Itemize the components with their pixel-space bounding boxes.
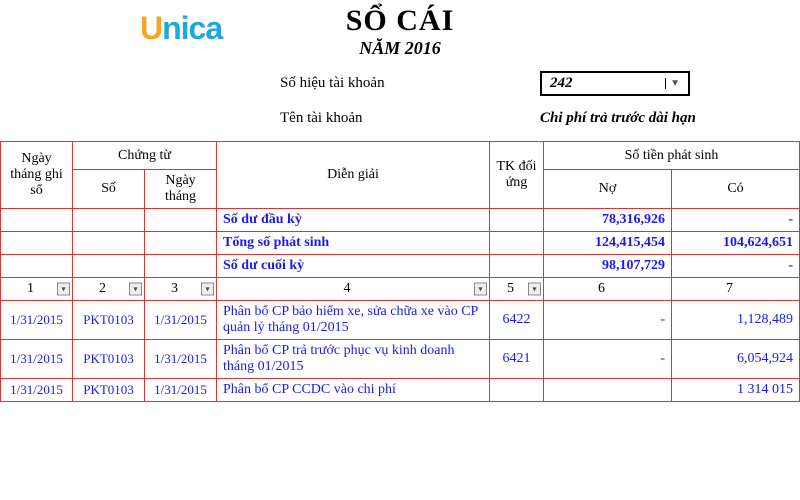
summary-debit: 124,415,454: [543, 232, 671, 255]
summary-credit: -: [671, 255, 799, 278]
col-description-header: Diễn giải: [217, 142, 490, 209]
chevron-down-icon: ▾: [57, 283, 70, 296]
cell-debit: -: [543, 301, 671, 340]
account-name-value: Chi phí trả trước dài hạn: [540, 110, 696, 127]
ledger-table: Ngày tháng ghi sổ Chứng từ Diễn giải TK …: [0, 141, 800, 402]
account-number-row: Số hiệu tài khoản 242 ▼: [280, 71, 800, 96]
account-header: Số hiệu tài khoản 242 ▼ Tên tài khoản Ch…: [280, 71, 800, 127]
summary-label: Số dư đầu kỳ: [217, 209, 490, 232]
colnum-cell[interactable]: 7: [671, 278, 799, 301]
cell-voucher-date: 1/31/2015: [145, 340, 217, 379]
table-header: Ngày tháng ghi sổ Chứng từ Diễn giải TK …: [1, 142, 800, 209]
logo-letter: c: [189, 10, 206, 46]
col-credit-header: Có: [671, 170, 799, 209]
cell-voucher-date: 1/31/2015: [145, 379, 217, 402]
col-debit-header: Nợ: [543, 170, 671, 209]
summary-label: Số dư cuối kỳ: [217, 255, 490, 278]
cell-credit: 1 314 015: [671, 379, 799, 402]
chevron-down-icon: ▾: [474, 283, 487, 296]
col-voucher-no-header: Số: [73, 170, 145, 209]
column-number-row: 1▾ 2▾ 3▾ 4▾ 5▾ 6 7: [1, 278, 800, 301]
account-name-label: Tên tài khoản: [280, 110, 540, 127]
summary-debit: 78,316,926: [543, 209, 671, 232]
table-body: Số dư đầu kỳ 78,316,926 - Tổng số phát s…: [1, 209, 800, 402]
summary-row: Số dư cuối kỳ 98,107,729 -: [1, 255, 800, 278]
col-date-header: Ngày tháng ghi sổ: [1, 142, 73, 209]
summary-credit: 104,624,651: [671, 232, 799, 255]
cell-description: Phân bổ CP bảo hiểm xe, sửa chữa xe vào …: [217, 301, 490, 340]
logo-letter: a: [205, 10, 222, 46]
summary-label: Tổng số phát sinh: [217, 232, 490, 255]
chevron-down-icon: ▼: [665, 78, 680, 89]
chevron-down-icon: ▾: [201, 283, 214, 296]
cell-credit: 1,128,489: [671, 301, 799, 340]
cell-debit: -: [543, 340, 671, 379]
summary-row: Tổng số phát sinh 124,415,454 104,624,65…: [1, 232, 800, 255]
cell-credit: 6,054,924: [671, 340, 799, 379]
account-number-value: 242: [550, 75, 573, 92]
page-title: SỔ CÁI: [0, 4, 800, 38]
cell-voucher-date: 1/31/2015: [145, 301, 217, 340]
logo-letter: U: [140, 10, 162, 46]
logo-letter: i: [181, 10, 189, 46]
colnum-cell[interactable]: 1▾: [1, 278, 73, 301]
cell-description: Phân bổ CP CCDC vào chi phí: [217, 379, 490, 402]
account-number-label: Số hiệu tài khoản: [280, 75, 540, 92]
colnum-cell[interactable]: 3▾: [145, 278, 217, 301]
page-subtitle: NĂM 2016: [0, 38, 800, 59]
col-voucher-date-header: Ngày tháng: [145, 170, 217, 209]
colnum-cell[interactable]: 4▾: [217, 278, 490, 301]
col-amount-group-header: Số tiền phát sinh: [543, 142, 799, 170]
ledger-page: Unica SỔ CÁI NĂM 2016 Số hiệu tài khoản …: [0, 0, 800, 500]
table-row: 1/31/2015 PKT0103 1/31/2015 Phân bổ CP b…: [1, 301, 800, 340]
cell-corr-account: 6422: [489, 301, 543, 340]
summary-credit: -: [671, 209, 799, 232]
summary-debit: 98,107,729: [543, 255, 671, 278]
colnum-cell[interactable]: 5▾: [489, 278, 543, 301]
cell-voucher-no: PKT0103: [73, 301, 145, 340]
colnum-cell[interactable]: 2▾: [73, 278, 145, 301]
logo-letter: n: [162, 10, 181, 46]
title-block: SỔ CÁI NĂM 2016: [0, 0, 800, 59]
chevron-down-icon: ▾: [129, 283, 142, 296]
cell-voucher-no: PKT0103: [73, 340, 145, 379]
cell-date: 1/31/2015: [1, 340, 73, 379]
table-row: 1/31/2015 PKT0103 1/31/2015 Phân bổ CP t…: [1, 340, 800, 379]
col-voucher-group-header: Chứng từ: [73, 142, 217, 170]
col-corr-account-header: TK đối ứng: [489, 142, 543, 209]
cell-debit: [543, 379, 671, 402]
table-row: 1/31/2015 PKT0103 1/31/2015 Phân bổ CP C…: [1, 379, 800, 402]
account-number-select[interactable]: 242 ▼: [540, 71, 690, 96]
cell-corr-account: 6421: [489, 340, 543, 379]
account-name-row: Tên tài khoản Chi phí trả trước dài hạn: [280, 110, 800, 127]
cell-corr-account: [489, 379, 543, 402]
summary-row: Số dư đầu kỳ 78,316,926 -: [1, 209, 800, 232]
brand-logo: Unica: [140, 10, 222, 47]
colnum-cell[interactable]: 6: [543, 278, 671, 301]
chevron-down-icon: ▾: [528, 283, 541, 296]
cell-date: 1/31/2015: [1, 379, 73, 402]
cell-voucher-no: PKT0103: [73, 379, 145, 402]
cell-date: 1/31/2015: [1, 301, 73, 340]
cell-description: Phân bổ CP trả trước phục vụ kinh doanh …: [217, 340, 490, 379]
